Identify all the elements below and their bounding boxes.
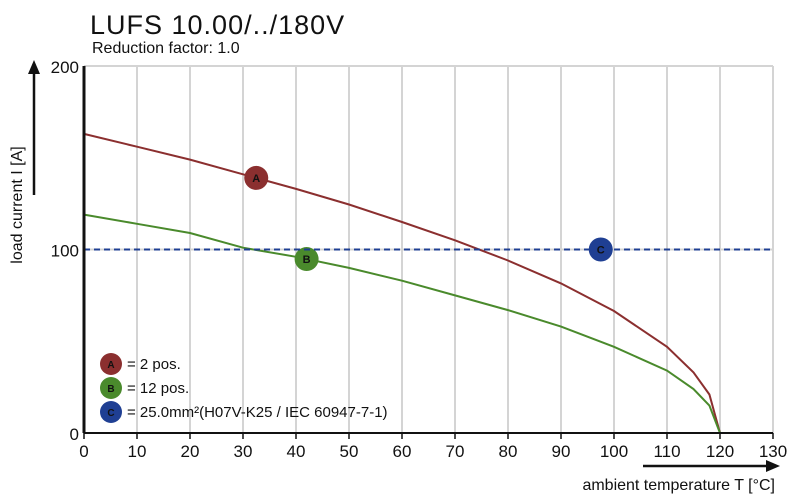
y-axis-arrowhead <box>28 60 40 74</box>
x-tick-label: 80 <box>499 442 518 461</box>
x-axis-arrowhead <box>766 460 780 472</box>
series-marker-label: B <box>303 254 311 266</box>
y-axis-label: load current I [A] <box>9 146 26 263</box>
legend-label: = 25.0mm²(H07V-K25 / IEC 60947-7-1) <box>127 404 388 421</box>
x-axis-label: ambient temperature T [°C] <box>582 477 775 494</box>
series-line-A <box>83 132 721 434</box>
legend-marker-A <box>100 353 122 375</box>
x-tick-label: 50 <box>340 442 359 461</box>
x-tick-label: 0 <box>79 442 88 461</box>
legend-label: = 12 pos. <box>127 380 189 397</box>
legend-marker-letter: A <box>107 360 114 371</box>
x-tick-label: 20 <box>181 442 200 461</box>
axes <box>28 60 780 472</box>
chart-title: LUFS 10.00/../180V <box>90 10 345 40</box>
series-line-B <box>83 213 721 434</box>
series-marker-label: C <box>597 245 605 257</box>
legend: A = 2 pos. B = 12 pos. C = 25.0mm²(H07V-K25 /… <box>100 353 388 423</box>
y-tick-label: 200 <box>51 58 79 77</box>
x-tick-label: 130 <box>759 442 787 461</box>
legend-label: = 2 pos. <box>127 356 181 373</box>
x-tick-label: 60 <box>393 442 412 461</box>
series-layer: A B C <box>83 132 773 434</box>
series-marker-C <box>588 237 613 262</box>
series-marker-label: A <box>252 173 260 185</box>
y-tick-label: 100 <box>51 242 79 261</box>
legend-marker-B <box>100 377 122 399</box>
chart-subtitle: Reduction factor: 1.0 <box>92 40 240 57</box>
x-tick-label: 100 <box>600 442 628 461</box>
x-tick-label: 10 <box>128 442 147 461</box>
x-tick-label: 90 <box>552 442 571 461</box>
tick-labels: 0 10 20 30 40 50 60 70 80 90 100 110 120 130 0 100 200 <box>51 58 788 461</box>
x-tick-label: 30 <box>234 442 253 461</box>
series-marker-A <box>244 165 269 190</box>
x-tick-label: 40 <box>287 442 306 461</box>
legend-marker-letter: B <box>107 384 114 395</box>
legend-marker-letter: C <box>107 408 114 419</box>
y-tick-label: 0 <box>70 425 79 444</box>
legend-marker-C <box>100 401 122 423</box>
x-tick-label: 120 <box>706 442 734 461</box>
series-marker-B <box>294 247 319 272</box>
x-tick-label: 70 <box>446 442 465 461</box>
x-tick-label: 110 <box>653 442 680 461</box>
